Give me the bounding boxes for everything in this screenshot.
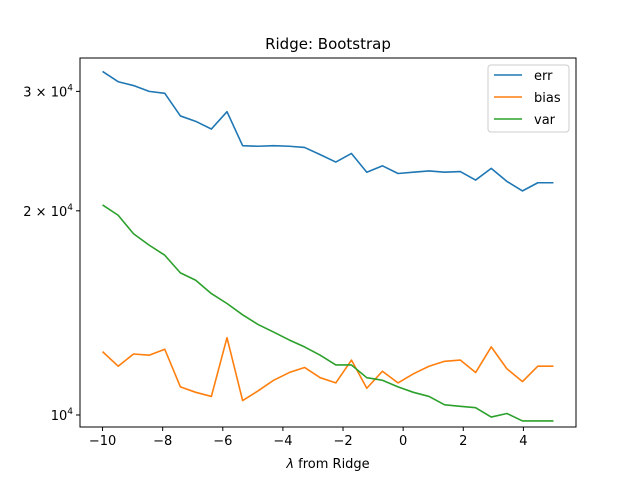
- x-tick-label: −8: [153, 434, 172, 449]
- x-tick-label: 2: [459, 434, 467, 449]
- x-tick-label: −4: [273, 434, 292, 449]
- x-tick-label: −10: [89, 434, 116, 449]
- y-tick-exponent: 4: [67, 203, 73, 213]
- x-tick-label: −2: [333, 434, 352, 449]
- x-axis-label-symbol: λ: [285, 457, 294, 472]
- x-axis: −10 −8 −6 −4 −2 0 2 4: [89, 427, 528, 449]
- x-tick-label: −6: [213, 434, 232, 449]
- y-tick-label: 3 × 104: [23, 83, 73, 100]
- series-line-bias: [102, 336, 554, 402]
- y-tick-base: 10: [51, 85, 68, 100]
- legend: err bias var: [487, 64, 570, 133]
- y-tick-base: 10: [51, 205, 68, 220]
- y-tick-coef: 2 ×: [23, 205, 50, 220]
- legend-label-var: var: [534, 113, 556, 128]
- legend-box: [487, 64, 570, 133]
- legend-label-err: err: [534, 69, 553, 84]
- y-tick-label: 2 × 104: [23, 203, 73, 220]
- x-axis-label-text: from Ridge: [294, 457, 370, 472]
- series-line-var: [102, 204, 554, 422]
- legend-label-bias: bias: [534, 91, 561, 106]
- y-tick-coef: 3 ×: [23, 85, 50, 100]
- x-tick-label: 0: [399, 434, 407, 449]
- series-layer: [102, 70, 554, 422]
- y-tick-exponent: 4: [67, 407, 73, 417]
- x-tick-label: 4: [519, 434, 527, 449]
- y-tick-label: 104: [51, 407, 74, 424]
- x-axis-label: λ from Ridge: [285, 457, 369, 472]
- y-tick-base: 10: [51, 409, 68, 424]
- chart-title: Ridge: Bootstrap: [265, 35, 391, 53]
- y-tick-exponent: 4: [67, 83, 73, 93]
- series-line-err: [102, 70, 554, 192]
